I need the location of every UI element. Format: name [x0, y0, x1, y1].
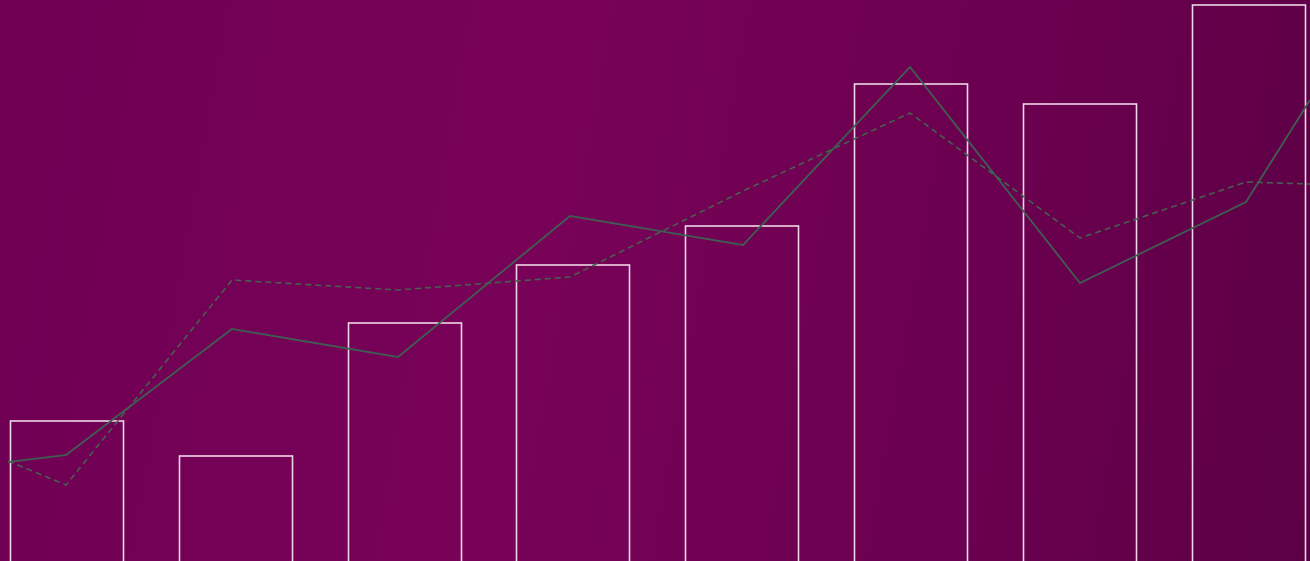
bar-3 [347, 322, 463, 561]
bar-2 [178, 455, 294, 561]
bar-7 [1022, 103, 1138, 561]
solid-series-line [7, 65, 1310, 463]
bar-5 [684, 225, 800, 561]
bar-4 [515, 264, 631, 561]
bars-layer [9, 4, 1307, 561]
dashed-series-line [7, 112, 1310, 486]
lines-layer [7, 65, 1310, 486]
bar-6 [853, 83, 969, 561]
bar-1 [9, 420, 125, 561]
bar-8 [1191, 4, 1307, 561]
